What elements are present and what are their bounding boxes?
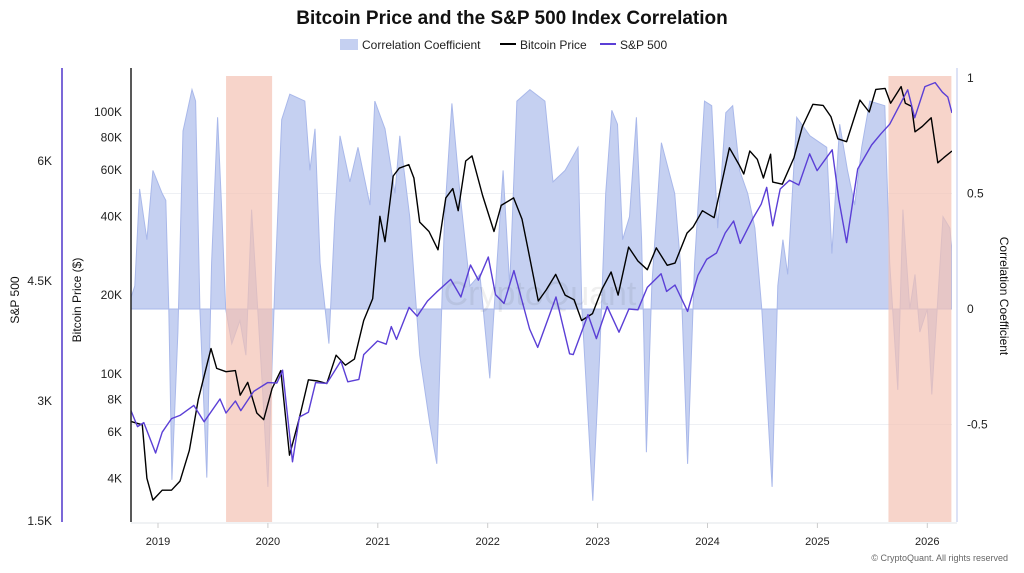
bitcoin-tick-label: 80K <box>101 130 122 144</box>
legend-item-correlation[interactable]: Correlation Coefficient <box>340 38 481 52</box>
bitcoin-tick-label: 40K <box>101 209 122 223</box>
watermark: CryptoQuant <box>444 275 637 313</box>
sp500-tick-label: 4.5K <box>27 274 52 288</box>
legend-item-sp500[interactable]: S&P 500 <box>600 38 667 52</box>
sp500-line <box>131 81 952 463</box>
legend-swatch-correlation <box>340 39 358 50</box>
correlation-tick-label: 1 <box>967 71 974 85</box>
sp500-tick-label: 6K <box>37 154 52 168</box>
x-tick-label: 2019 <box>146 536 170 548</box>
bitcoin-tick-label: 8K <box>107 392 122 406</box>
x-tick-label: 2025 <box>805 536 829 548</box>
series-layer <box>131 76 952 522</box>
bitcoin-tick-label: 100K <box>94 105 122 119</box>
bitcoin-tick-label: 4K <box>107 471 122 485</box>
sp500-tick-label: 3K <box>37 394 52 408</box>
x-tick-label: 2022 <box>475 536 499 548</box>
correlation-tick-label: 0 <box>967 302 974 316</box>
copyright-footer: © CryptoQuant. All rights reserved <box>871 553 1008 563</box>
x-tick-label: 2024 <box>695 536 719 548</box>
x-tick-label: 2023 <box>585 536 609 548</box>
sp500-tick-label: 1.5K <box>27 514 52 528</box>
axes: 1.5K 3K 4.5K 6K 4K 6K 8K 10K 20K 40K 60K 80K 100K -0.… <box>27 68 988 548</box>
highlight-period-1 <box>226 76 273 522</box>
legend-item-bitcoin[interactable]: Bitcoin Price <box>500 38 587 52</box>
plot-area <box>131 76 952 522</box>
legend: Correlation Coefficient Bitcoin Price S&… <box>340 38 667 52</box>
bitcoin-tick-label: 60K <box>101 163 122 177</box>
x-tick-label: 2020 <box>256 536 280 548</box>
x-tick-label: 2021 <box>366 536 390 548</box>
legend-label-bitcoin: Bitcoin Price <box>520 38 587 52</box>
sp500-axis-title: S&P 500 <box>8 276 22 323</box>
bitcoin-tick-label: 6K <box>107 425 122 439</box>
legend-label-sp500: S&P 500 <box>620 38 667 52</box>
correlation-axis-title: Correlation Coefficient <box>997 237 1011 356</box>
correlation-tick-label: -0.5 <box>967 418 988 432</box>
correlation-tick-label: 0.5 <box>967 187 984 201</box>
legend-label-correlation: Correlation Coefficient <box>362 38 481 52</box>
bitcoin-tick-label: 20K <box>101 288 122 302</box>
bitcoin-tick-label: 10K <box>101 367 122 381</box>
chart-title: Bitcoin Price and the S&P 500 Index Corr… <box>296 8 728 29</box>
highlight-period-2 <box>888 76 952 522</box>
x-tick-label: 2026 <box>915 536 939 548</box>
bitcoin-axis-title: Bitcoin Price ($) <box>70 258 84 343</box>
bitcoin-line <box>131 85 952 501</box>
